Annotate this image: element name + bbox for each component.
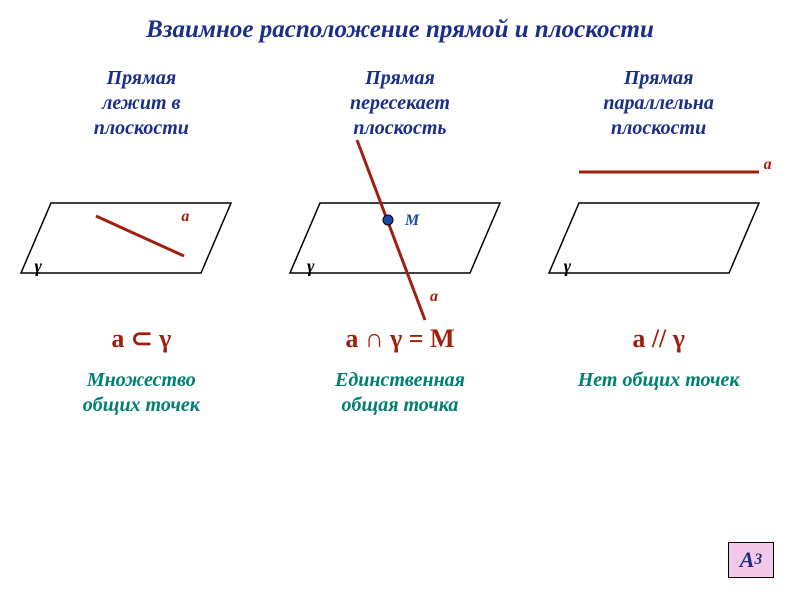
badge-text: А [740,547,755,573]
slide-badge: А3 [728,542,774,578]
subheading-1: Прямаялежит вплоскости [94,58,189,148]
line-label-3: а [764,156,772,174]
plane-label-2: γ [307,256,315,277]
diagram-2-svg [275,148,525,318]
line-label-2: а [430,288,438,306]
plane-label-3: γ [564,256,572,277]
plane-label-1: γ [34,256,42,277]
diagram-3-svg [534,148,784,318]
formula-3: а // γ [632,324,685,354]
plane-1 [21,203,231,273]
line-2 [357,140,425,320]
diagram-3: γ а [534,148,784,318]
badge-sub: 3 [754,551,762,569]
line-1 [96,216,184,256]
point-label-2: М [405,212,419,230]
caption-2: Единственнаяобщая точка [335,368,465,418]
line-label-1: а [181,208,189,226]
formula-2: а ∩ γ = М [345,324,454,354]
page-title: Взаимное расположение прямой и плоскости [0,0,800,44]
diagram-2: γ а М [275,148,525,318]
col-parallel: Прямаяпараллельнаплоскости γ а а // γ Не… [534,58,784,418]
plane-3 [549,203,759,273]
diagram-1: γ а [16,148,266,318]
columns-row: Прямаялежит вплоскости γ а а ⊂ γ Множест… [0,58,800,418]
caption-3: Нет общих точек [578,368,740,393]
point-2 [383,215,393,225]
subheading-2: Прямаяпересекаетплоскость [350,58,450,148]
col-intersect: Прямаяпересекаетплоскость γ а М а ∩ γ = … [275,58,525,418]
subheading-3: Прямаяпараллельнаплоскости [603,58,714,148]
diagram-1-svg [16,148,266,318]
caption-1: Множествообщих точек [83,368,200,418]
formula-1: а ⊂ γ [111,324,171,354]
col-in-plane: Прямаялежит вплоскости γ а а ⊂ γ Множест… [16,58,266,418]
